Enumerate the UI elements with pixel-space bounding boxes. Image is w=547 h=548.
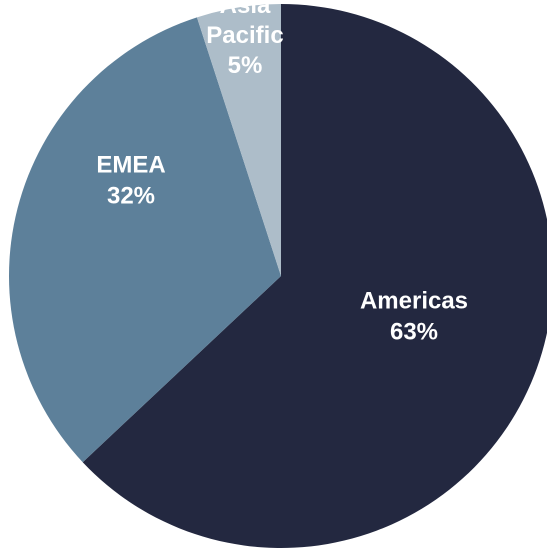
pie-slice-emea bbox=[8, 17, 281, 463]
slice-label-asia-pacific: Asia Pacific 5% bbox=[206, 0, 283, 79]
slice-name-label: Asia bbox=[220, 0, 271, 19]
slice-value-label: 5% bbox=[228, 52, 263, 79]
slice-value-label: 63% bbox=[390, 319, 438, 346]
pie-slice-americas bbox=[82, 4, 547, 548]
slice-name-label: Americas bbox=[360, 288, 468, 315]
pie-slice-asia-pacific bbox=[196, 4, 281, 276]
slice-value-label: 32% bbox=[107, 183, 155, 210]
slice-label-emea: EMEA 32% bbox=[96, 152, 165, 210]
slice-name-label: EMEA bbox=[96, 152, 165, 179]
slice-name-label: Pacific bbox=[206, 22, 283, 49]
slice-label-americas: Americas 63% bbox=[360, 288, 468, 346]
